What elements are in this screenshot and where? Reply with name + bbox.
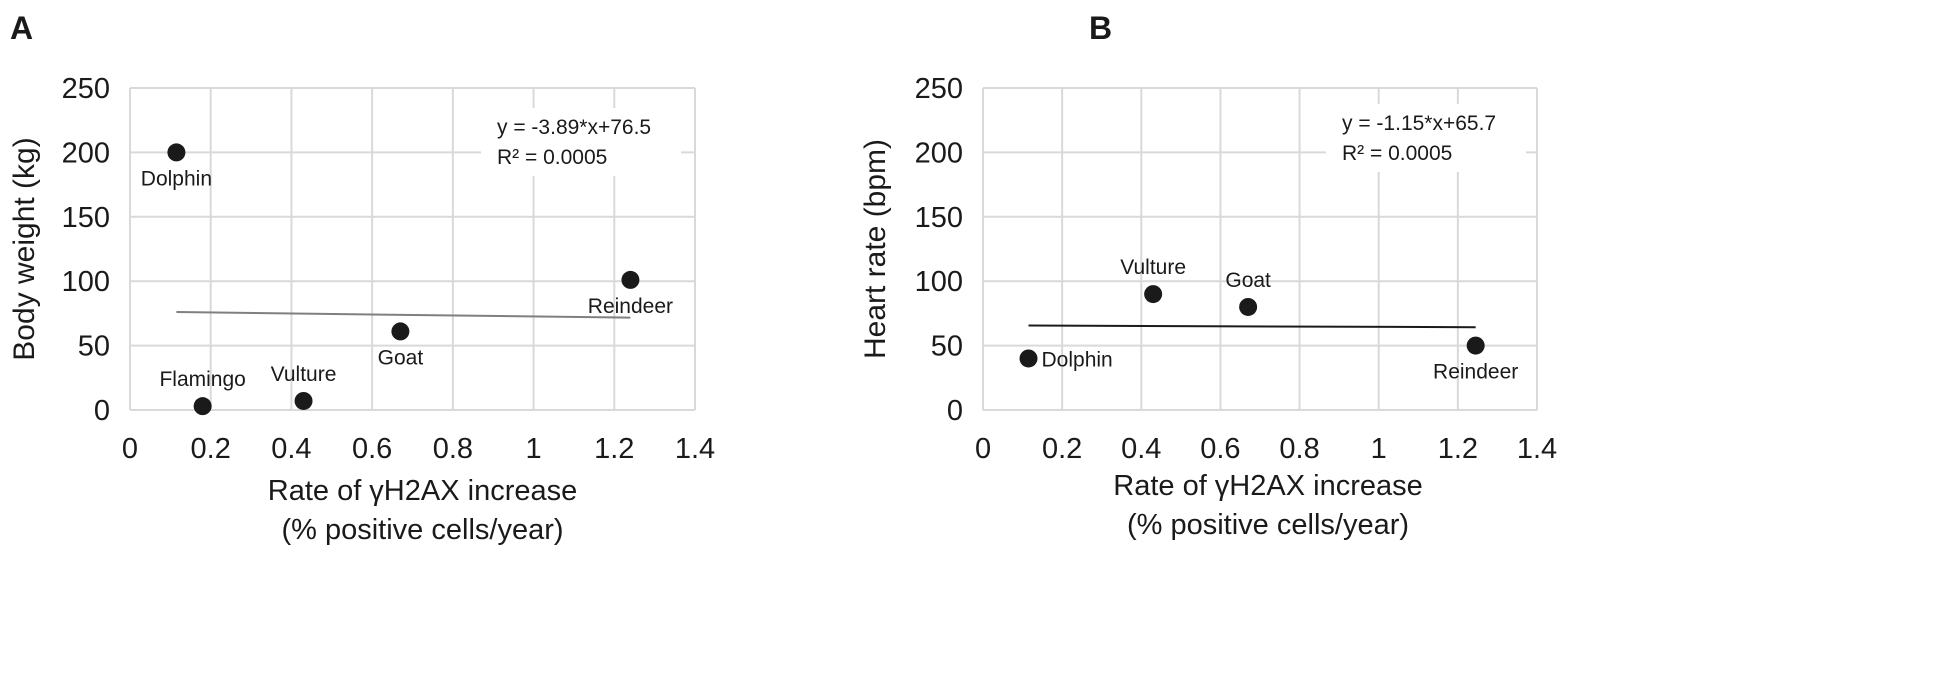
point-label: Flamingo — [159, 368, 245, 391]
x-axis-label: Rate of γH2AX increase — [1113, 470, 1422, 502]
panel-label: B — [1089, 10, 1113, 46]
trendline — [176, 311, 631, 319]
chart-panel-a: A 0 50 100 150 200 250 0 0.2 0.4 0.6 0.8 1 1.2 1.4 Bod… — [0, 0, 979, 677]
x-tick-label: 1.4 — [675, 433, 715, 465]
data-point — [1239, 297, 1258, 316]
x-tick-label: 1.2 — [594, 433, 634, 465]
point-label: Vulture — [271, 363, 337, 386]
x-tick-label: 0 — [122, 433, 138, 465]
y-tick-label: 150 — [62, 202, 110, 234]
chart-panel-b: B 0 50 100 150 200 250 0 0.2 0.4 0.6 0.8 1 1.2 1.4 Hea… — [859, 0, 1959, 677]
x-tick-label: 0.2 — [1042, 433, 1082, 465]
point-label: Dolphin — [1042, 348, 1113, 371]
y-tick-label: 200 — [62, 137, 110, 169]
data-point — [193, 397, 212, 416]
point-label: Reindeer — [1433, 361, 1518, 384]
data-point — [1144, 285, 1163, 304]
x-axis-label: (% positive cells/year) — [281, 514, 563, 546]
y-tick-label: 100 — [915, 266, 963, 298]
trendline-equation: y = -1.15*x+65.7 — [1342, 112, 1496, 135]
data-point — [294, 391, 313, 410]
trendline-equation: y = -3.89*x+76.5 — [497, 116, 651, 139]
equation-box — [481, 108, 681, 176]
data-point — [391, 322, 410, 341]
y-axis-label: Heart rate (bpm) — [859, 139, 892, 359]
point-label: Vulture — [1120, 256, 1186, 279]
x-tick-label: 0.8 — [1279, 433, 1319, 465]
y-tick-label: 250 — [915, 73, 963, 105]
y-tick-label: 50 — [931, 331, 963, 363]
trendline — [1028, 324, 1476, 329]
data-point — [1466, 336, 1485, 355]
y-tick-label: 50 — [78, 331, 110, 363]
x-axis-label: (% positive cells/year) — [1127, 509, 1409, 541]
panel-label: A — [10, 10, 34, 46]
equation-box — [1326, 104, 1526, 172]
data-point — [621, 270, 640, 289]
point-label: Dolphin — [141, 167, 212, 190]
x-tick-label: 1 — [526, 433, 542, 465]
scatter-chart-body-weight: 0 50 100 150 200 250 0 0.2 0.4 0.6 0.8 1 1.2 1.4 Body … — [8, 73, 715, 546]
point-label: Reindeer — [588, 295, 673, 318]
x-tick-label: 0.2 — [191, 433, 231, 465]
scatter-chart-heart-rate: 0 50 100 150 200 250 0 0.2 0.4 0.6 0.8 1 1.2 1.4 Heart… — [859, 73, 1557, 541]
point-label: Goat — [378, 346, 424, 369]
x-tick-label: 0 — [975, 433, 991, 465]
x-tick-label: 0.4 — [271, 433, 311, 465]
x-axis-label: Rate of γH2AX increase — [268, 475, 577, 507]
x-tick-label: 0.8 — [433, 433, 473, 465]
x-tick-label: 1.4 — [1517, 433, 1557, 465]
y-tick-label: 150 — [915, 202, 963, 234]
y-tick-label: 250 — [62, 73, 110, 105]
x-tick-label: 0.6 — [1200, 433, 1240, 465]
x-tick-label: 0.6 — [352, 433, 392, 465]
y-tick-label: 0 — [94, 395, 110, 427]
y-tick-label: 0 — [947, 395, 963, 427]
y-tick-label: 100 — [62, 266, 110, 298]
trendline-equation: R² = 0.0005 — [497, 146, 607, 169]
x-tick-label: 0.4 — [1121, 433, 1161, 465]
data-point — [167, 143, 186, 162]
y-tick-label: 200 — [915, 137, 963, 169]
x-tick-label: 1 — [1371, 433, 1387, 465]
trendline-equation: R² = 0.0005 — [1342, 142, 1452, 165]
data-point — [1019, 349, 1038, 368]
x-tick-label: 1.2 — [1438, 433, 1478, 465]
y-axis-label: Body weight (kg) — [8, 137, 41, 360]
point-label: Goat — [1225, 269, 1271, 292]
